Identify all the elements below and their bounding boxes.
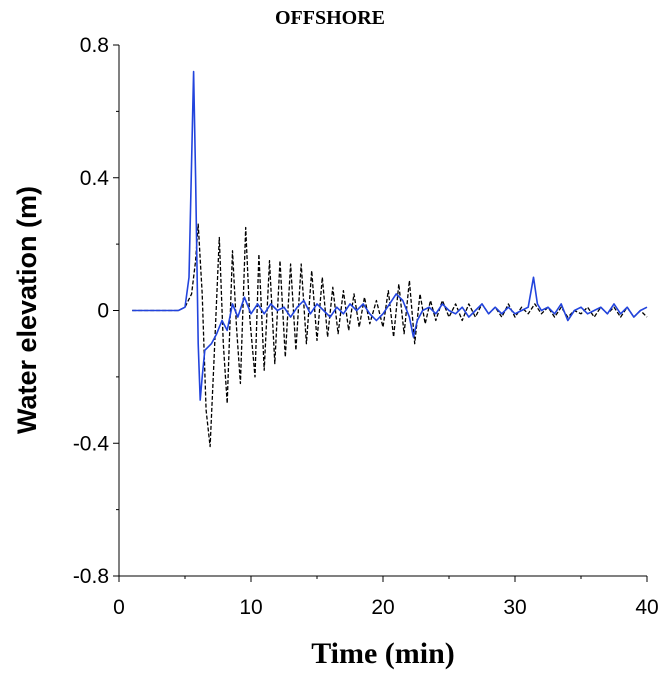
x-tick-label: 40	[635, 596, 658, 619]
x-tick-label: 30	[503, 596, 526, 619]
chart-title: OFFSHORE	[275, 7, 385, 29]
y-tick-label: 0.8	[80, 34, 109, 57]
x-tick-label: 20	[371, 596, 394, 619]
x-axis-label: Time (min)	[311, 637, 455, 670]
y-axis-label: Water elevation (m)	[12, 186, 42, 434]
x-tick-label: 0	[113, 596, 125, 619]
series-line-dashed	[132, 223, 648, 448]
series-group	[132, 70, 648, 448]
y-tick-label: -0.4	[73, 432, 110, 455]
x-tick-label: 10	[239, 596, 262, 619]
series-line-solid	[132, 70, 648, 401]
y-tick-label: 0.4	[80, 167, 110, 190]
y-tick-label: 0	[97, 300, 109, 323]
ticks: -0.8 -0.4 0 0.4 0.8 0 10 20 30 40	[73, 34, 659, 619]
y-tick-label: -0.8	[73, 565, 109, 588]
